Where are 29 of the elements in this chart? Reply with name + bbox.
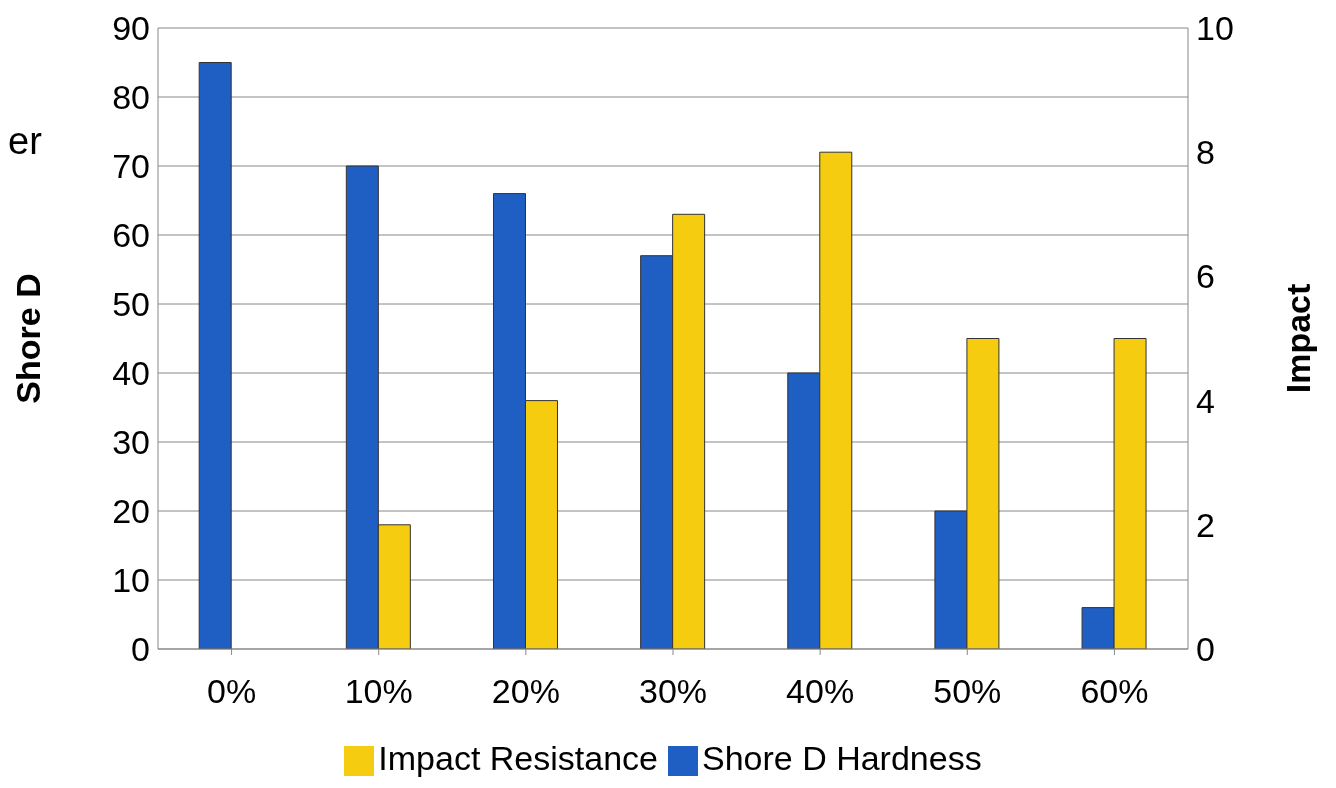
x-tick-label: 30% — [638, 672, 708, 711]
legend-label: Impact Resistance — [378, 739, 658, 777]
y-tick-label: 80 — [112, 78, 150, 117]
x-tick-label: 60% — [1080, 672, 1149, 711]
y2-tick-label: 8 — [1196, 133, 1215, 172]
y2-tick-label: 0 — [1196, 630, 1215, 669]
y-axis-title: Shore D — [9, 273, 48, 404]
y2-tick-label: 4 — [1196, 381, 1215, 420]
x-tick-label: 50% — [933, 672, 1002, 711]
x-tick-label: 10% — [344, 672, 413, 711]
y-tick-label: 0 — [131, 630, 150, 669]
y2-axis-title: Impact — [1279, 283, 1318, 394]
y2-tick-label: 2 — [1196, 505, 1215, 544]
x-tick-label: 20% — [491, 672, 560, 711]
text: er — [8, 120, 42, 163]
y-tick-label: 70 — [112, 147, 150, 186]
y-tick-label: 20 — [112, 492, 150, 531]
y-tick-label: 10 — [112, 561, 150, 600]
y-tick-label: 30 — [112, 423, 150, 462]
y2-tick-label: 10 — [1196, 9, 1234, 48]
x-tick-label: 40% — [786, 672, 855, 711]
legend-label: Shore D Hardness — [701, 739, 982, 777]
y-tick-label: 40 — [112, 354, 150, 393]
y-tick-label: 60 — [112, 216, 150, 255]
y-tick-label: 90 — [112, 9, 150, 48]
x-tick-label: 0% — [207, 672, 257, 711]
bar — [198, 62, 232, 649]
y-tick-label: 50 — [112, 285, 150, 324]
y2-tick-label: 6 — [1196, 257, 1215, 296]
